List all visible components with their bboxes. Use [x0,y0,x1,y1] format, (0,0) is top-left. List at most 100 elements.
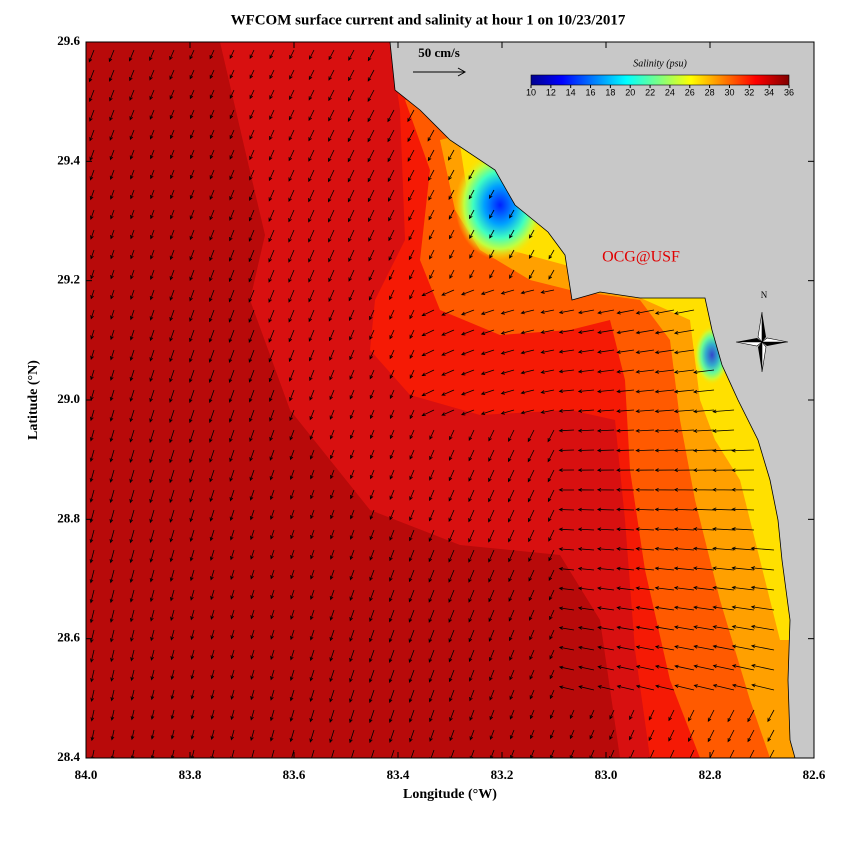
current-vector [480,409,495,415]
current-vector [209,49,215,60]
current-vector [328,49,335,61]
x-tick-label: 83.4 [387,767,410,782]
current-vector [674,625,695,631]
current-vector [428,549,435,563]
current-vector [616,665,635,671]
current-vector [308,109,315,122]
current-vector [149,429,155,444]
x-tick-label: 83.6 [283,767,306,782]
current-vector [169,309,175,322]
current-vector [549,629,555,640]
current-vector [731,546,755,551]
current-vector [448,209,455,220]
current-vector [170,729,175,740]
current-vector [288,329,295,343]
current-vector [500,409,515,415]
current-vector [597,566,615,571]
current-vector [150,709,155,720]
current-vector [654,468,675,473]
current-vector [509,229,515,239]
current-vector [528,549,535,562]
current-vector [712,566,735,571]
current-vector [289,709,295,722]
current-vector [248,309,255,323]
current-vector [170,189,175,200]
current-vector [249,129,255,140]
current-vector [149,309,155,321]
current-vector [169,489,175,504]
current-vector [428,569,435,583]
current-vector [429,749,435,758]
current-vector [189,309,195,322]
current-vector [750,566,775,571]
current-vector [488,629,495,642]
current-vector [635,349,655,354]
current-vector [368,269,375,282]
current-vector [351,749,355,758]
current-vector [90,649,95,663]
current-vector [408,549,415,562]
current-vector [89,509,95,524]
current-vector [469,209,475,220]
current-vector [558,409,575,413]
current-vector [268,149,275,161]
current-vector [367,49,375,62]
current-vector [109,529,115,544]
current-vector [616,547,635,551]
current-vector [308,329,315,342]
current-vector [209,109,215,120]
current-vector [549,669,555,680]
current-vector [109,609,115,623]
current-vector [149,109,155,120]
current-vector [169,449,175,464]
current-vector [209,249,215,262]
current-vector [673,409,695,414]
current-vector [389,309,395,320]
current-vector [441,289,455,296]
current-vector [558,626,575,631]
current-vector [288,289,295,303]
current-vector [654,527,675,532]
current-vector [547,429,555,443]
current-vector [250,649,255,660]
current-vector [289,689,295,702]
current-vector [250,549,255,560]
current-vector [441,349,455,356]
current-vector [408,709,415,723]
current-vector [90,409,95,422]
current-vector [540,309,555,314]
current-vector [369,529,375,541]
current-vector [449,729,455,742]
current-vector [508,509,515,523]
current-vector [448,649,455,663]
current-vector [367,69,375,82]
current-vector [654,369,675,374]
current-vector [692,507,715,512]
current-vector [349,529,355,540]
current-vector [248,369,255,383]
current-vector [228,389,235,403]
current-vector [468,669,475,682]
current-vector [289,389,295,402]
current-vector [635,586,655,591]
current-vector [548,529,555,542]
current-vector [90,349,95,360]
current-vector [540,289,555,294]
current-vector [189,569,195,582]
colorbar-tick-label: 12 [546,87,556,97]
current-vector [655,684,675,691]
current-vector [329,549,335,560]
current-vector [228,409,235,423]
current-vector [408,689,415,703]
current-vector [654,349,675,355]
current-vector [309,389,315,401]
current-vector [388,209,395,222]
current-vector [369,309,375,321]
current-vector [558,645,575,651]
current-vector [88,89,95,103]
current-vector [329,689,335,703]
current-vector [540,349,555,354]
current-vector [209,209,215,221]
